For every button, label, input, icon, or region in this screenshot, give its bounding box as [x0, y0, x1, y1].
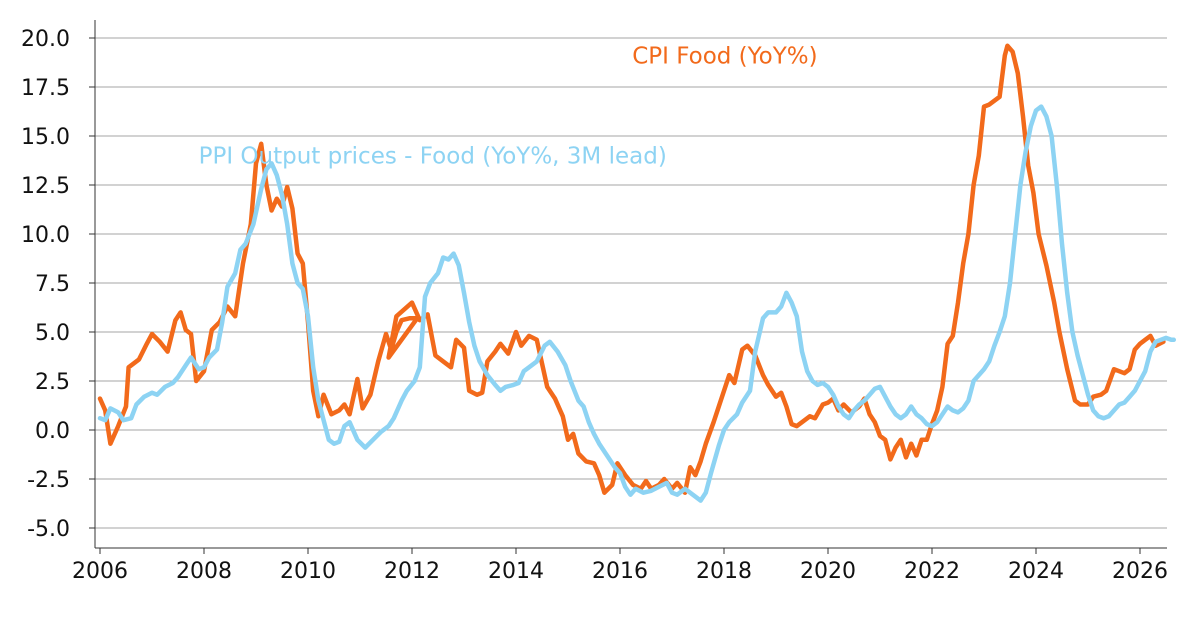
axes [94, 20, 1167, 549]
x-tick-label: 2020 [800, 559, 856, 584]
y-tick-label: 17.5 [21, 76, 70, 101]
x-tick-label: 2016 [592, 559, 648, 584]
x-tick-label: 2018 [696, 559, 752, 584]
ppi-food-line [97, 104, 1177, 503]
y-tick-label: 0.0 [35, 419, 70, 444]
y-tick-label: 2.5 [35, 370, 70, 395]
y-axis-ticks: -5.0 -2.5 0.0 2.5 5.0 7.5 10.0 12.5 15.0 17.5 20.0 [21, 27, 95, 542]
x-tick-label: 2024 [1008, 559, 1064, 584]
series-annotations: CPI Food (YoY%) PPI Output prices - Food… [199, 43, 818, 169]
grid-lines [95, 37, 1167, 529]
x-tick-label: 2006 [72, 559, 128, 584]
y-tick-label: 7.5 [35, 272, 70, 297]
x-axis-ticks: 2006 2008 2010 2012 2014 2016 2018 2020 2022 2024… [72, 548, 1168, 584]
series-layer [97, 43, 1177, 503]
x-tick-label: 2012 [384, 559, 440, 584]
y-tick-label: 5.0 [35, 321, 70, 346]
x-tick-label: 2008 [176, 559, 232, 584]
y-tick-label: 15.0 [21, 125, 70, 150]
x-tick-label: 2022 [904, 559, 960, 584]
y-tick-label: -5.0 [27, 517, 70, 542]
y-tick-label: -2.5 [27, 468, 70, 493]
y-tick-label: 20.0 [21, 27, 70, 52]
x-tick-label: 2014 [488, 559, 544, 584]
y-tick-label: 12.5 [21, 174, 70, 199]
y-tick-label: 10.0 [21, 223, 70, 248]
x-tick-label: 2010 [280, 559, 336, 584]
cpi-food-label: CPI Food (YoY%) [632, 43, 817, 69]
cpi-food-line [97, 43, 1166, 495]
ppi-food-label: PPI Output prices - Food (YoY%, 3M lead) [199, 143, 667, 169]
x-tick-label: 2026 [1112, 559, 1168, 584]
